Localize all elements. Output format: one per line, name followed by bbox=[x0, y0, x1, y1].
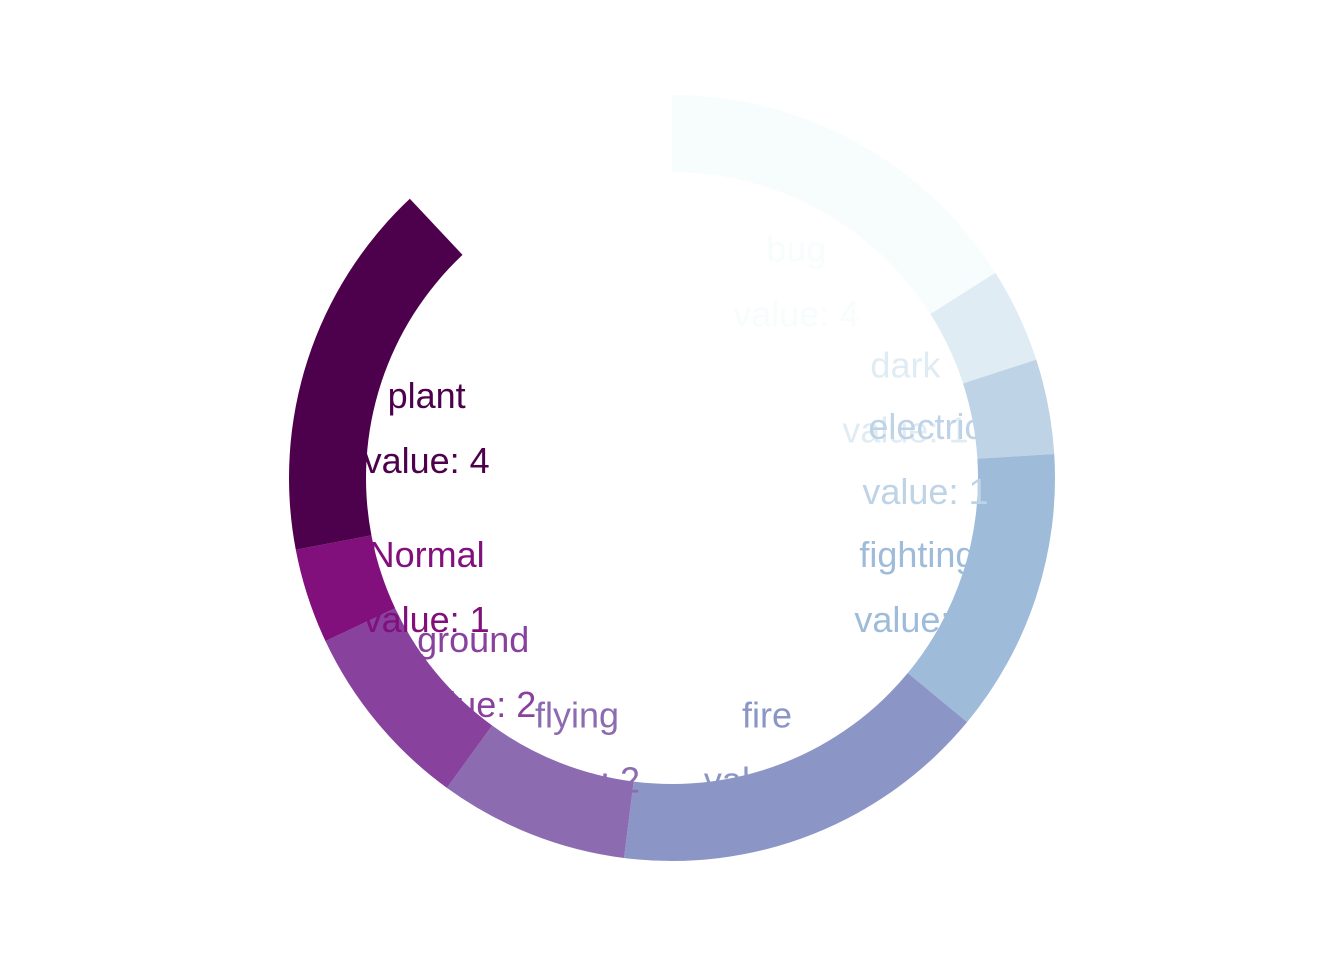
label-name-normal: Normal bbox=[369, 534, 485, 575]
label-name-plant: plant bbox=[388, 375, 466, 416]
label-name-dark: dark bbox=[870, 345, 941, 386]
label-name-ground: ground bbox=[417, 619, 529, 660]
segment-bug bbox=[672, 95, 996, 315]
label-value-flying: value: 2 bbox=[514, 759, 640, 800]
label-value-ground: value: 2 bbox=[410, 684, 536, 725]
segment-fighting bbox=[907, 453, 1055, 723]
label-value-bug: value: 4 bbox=[733, 293, 859, 334]
segment-ground bbox=[325, 608, 493, 788]
label-value-plant: value: 4 bbox=[364, 440, 490, 481]
label-value-normal: value: 1 bbox=[364, 599, 490, 640]
label-name-fighting: fighting bbox=[859, 534, 975, 575]
label-name-flying: flying bbox=[535, 694, 619, 735]
label-value-electric: value: 1 bbox=[862, 471, 988, 512]
label-value-dark: value: 1 bbox=[842, 410, 968, 451]
segment-normal bbox=[295, 535, 396, 642]
label-value-fighting: value: 3 bbox=[854, 599, 980, 640]
segments-group bbox=[289, 95, 1055, 861]
label-name-bug: bug bbox=[766, 228, 826, 269]
segment-electric bbox=[963, 359, 1055, 459]
label-name-fire: fire bbox=[742, 694, 792, 735]
segment-dark bbox=[930, 272, 1037, 384]
segment-flying bbox=[446, 725, 634, 858]
label-value-fire: value: 4 bbox=[704, 759, 830, 800]
segment-plant bbox=[289, 198, 463, 550]
label-name-electric: electric bbox=[868, 406, 982, 447]
segment-fire bbox=[623, 673, 968, 861]
